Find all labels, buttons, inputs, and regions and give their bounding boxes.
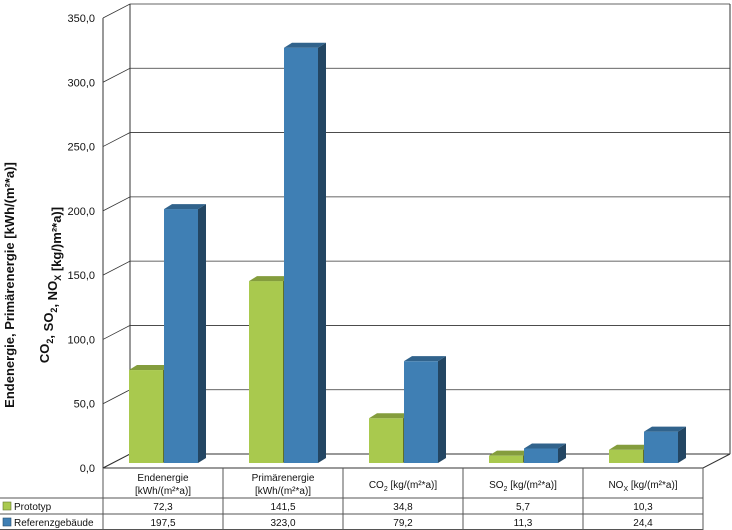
x-tick-label: Primärenergie [kWh/(m²*a)] [252,473,315,497]
bar-top [284,42,326,48]
y-tick-label: 100,0 [67,334,95,346]
data-label: 141,5 [270,502,295,513]
y-tick-label: 50,0 [74,399,95,411]
svg-text:CO2 [kg/(m²*a)]: CO2 [kg/(m²*a)] [369,480,438,493]
bar-front [164,209,198,463]
bar-front [404,361,438,463]
bar-side [198,204,206,464]
bar-side [318,42,326,463]
bar-top [129,365,171,371]
svg-text:[kWh/(m²*a)]: [kWh/(m²*a)] [255,486,311,497]
y-axis-label-secondary: CO2, SO2, NOX [kg/)m²*a)] [37,207,64,363]
bar-front [644,431,678,463]
bar-top [164,204,206,210]
bar-front [489,455,523,463]
bar-referenzgebäude-2 [284,42,326,463]
svg-text:SO2 [kg/(m²*a)]: SO2 [kg/(m²*a)] [489,480,557,493]
x-tick-label: NOX [kg/(m²*a)] [608,480,677,493]
bars [129,42,686,464]
bar-side [678,426,686,463]
bar-top [524,443,566,449]
legend-swatch [2,501,12,511]
svg-text:[kWh/(m²*a)]: [kWh/(m²*a)] [135,486,191,497]
data-label: 197,5 [150,518,175,529]
data-label: 10,3 [633,502,653,513]
y-tick-label: 300,0 [67,77,95,89]
bar-side [438,356,446,463]
bar-top [249,276,291,282]
bar-top [489,450,531,456]
gridline [102,67,730,83]
bar-side [558,443,566,463]
legend-label: Referenzgebäude [14,518,94,529]
legend-swatch [2,517,12,527]
svg-text:Endenergie: Endenergie [137,473,189,484]
bar-top [644,426,686,432]
bar-referenzgebäude-4 [524,443,566,463]
bar-top [404,356,446,362]
y-tick-label: 200,0 [67,206,95,218]
gridline [102,196,730,212]
y-tick-label: 250,0 [67,142,95,154]
bar-referenzgebäude-5 [644,426,686,463]
data-label: 24,4 [633,518,653,529]
y-axis-label-primary: Endenergie, Primärenergie [kWh/(m²*a)] [2,162,17,408]
bar-front [524,448,558,463]
bar-front [249,281,283,463]
legend-label: Prototyp [14,502,52,513]
data-label: 72,3 [153,502,173,513]
y-tick-labels: 0,0 50,0 100,0 150,0 200,0 250,0 300,0 350,0 [67,13,95,475]
svg-text:NOX [kg/(m²*a)]: NOX [kg/(m²*a)] [608,480,677,493]
data-label: 79,2 [393,518,413,529]
gridline [102,3,730,19]
svg-text:Primärenergie: Primärenergie [252,473,315,484]
bar-top [369,413,411,419]
bar-front [284,47,318,463]
data-table: Endenergie [kWh/(m²*a)] Primärenergie [kWh/… [0,468,704,530]
y-tick-label: 0,0 [80,463,95,475]
y-tick-label: 350,0 [67,13,95,25]
bar-front [609,449,643,463]
gridline [102,260,730,276]
bar-referenzgebäude-1 [164,204,206,464]
gridline [102,132,730,147]
gridline [102,325,730,340]
x-tick-label: SO2 [kg/(m²*a)] [489,480,557,493]
y-tick-label: 150,0 [67,270,95,282]
bar-referenzgebäude-3 [404,356,446,463]
x-tick-label: Endenergie [kWh/(m²*a)] [135,473,191,497]
data-label: 11,3 [514,518,533,529]
bar-top [609,444,651,450]
data-label: 5,7 [516,502,530,513]
bar-front [369,418,403,463]
bar-front [129,370,163,463]
x-tick-label: CO2 [kg/(m²*a)] [369,480,438,493]
data-label: 323,0 [270,518,295,529]
data-label: 34,8 [393,502,413,513]
